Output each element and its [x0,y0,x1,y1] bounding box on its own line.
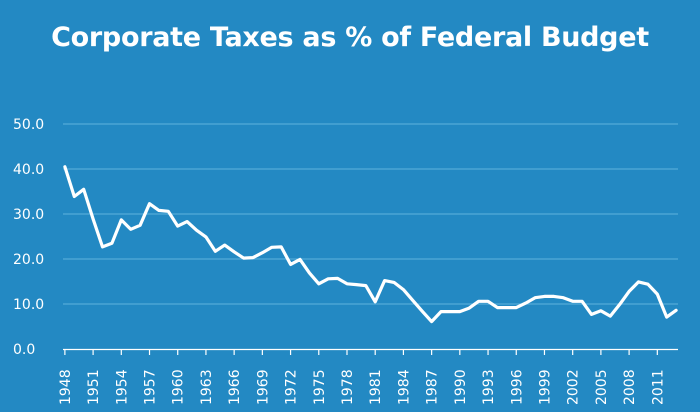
series-line [63,165,678,324]
y-tick-label: 50.0 [13,117,44,133]
x-tick-label: 1969 [255,369,271,405]
y-tick-label: 0.0 [13,342,35,358]
x-tick-label: 2002 [566,369,582,405]
x-tick-label: 2011 [650,369,666,405]
x-tick-label: 1999 [537,369,553,405]
x-tick-label: 1948 [58,369,74,405]
chart-title: Corporate Taxes as % of Federal Budget [51,22,649,53]
y-tick-label: 20.0 [13,252,44,268]
x-tick-label: 1951 [86,369,102,405]
x-tick-label: 1993 [481,369,497,405]
x-tick-label: 1966 [227,369,243,405]
x-tick-label: 1981 [368,369,384,405]
x-tick-label: 1957 [143,369,159,405]
x-tick-label: 1990 [453,369,469,405]
x-tick-label: 1975 [312,369,328,405]
x-tick-label: 1963 [199,369,215,405]
x-tick-label: 2005 [594,369,610,405]
x-tick-label: 1960 [171,369,187,405]
x-tick-label: 1954 [114,369,130,405]
y-tick-label: 10.0 [13,297,44,313]
x-tick-label: 1996 [509,369,525,405]
y-tick-label: 30.0 [13,207,44,223]
x-tick-label: 1984 [396,369,412,405]
x-tick-label: 1987 [425,369,441,405]
x-tick-label: 1972 [284,369,300,405]
y-tick-label: 40.0 [13,162,44,178]
x-tick-label: 1978 [340,369,356,405]
x-tick-label: 2008 [622,369,638,405]
